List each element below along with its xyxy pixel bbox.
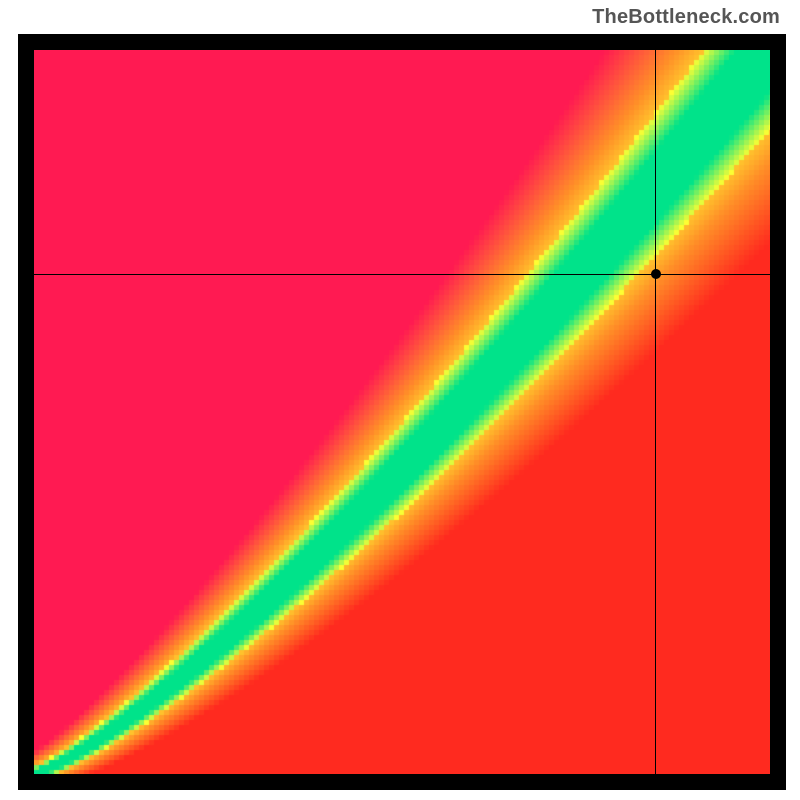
watermark-text: TheBottleneck.com xyxy=(592,6,780,29)
crosshair-marker xyxy=(651,269,661,279)
crosshair-vertical xyxy=(655,50,656,774)
heatmap-canvas xyxy=(34,50,770,774)
root-container: TheBottleneck.com xyxy=(0,0,800,800)
heatmap-region xyxy=(34,50,770,774)
